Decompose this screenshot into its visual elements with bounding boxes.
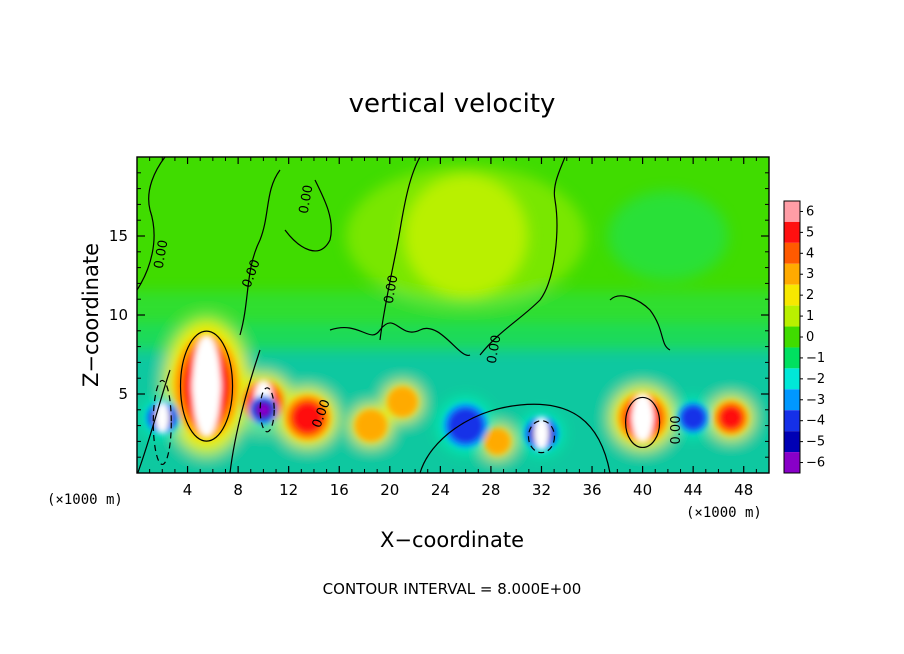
- field-level-1: [403, 174, 528, 298]
- colorbar: 6 5 4 3 2 1 0 −1 −2 −3 −4 −5 −6: [783, 200, 825, 474]
- x-tick-label: 40: [633, 481, 652, 499]
- x-axis-label: X−coordinate: [380, 528, 524, 552]
- colorbar-swatch: [784, 389, 800, 411]
- zero-contour-line: [284, 179, 332, 252]
- heatmap-field: [137, 157, 769, 473]
- x-tick-label: 36: [582, 481, 601, 499]
- colorbar-level-label: −6: [806, 456, 825, 471]
- colorbar-level-label: −1: [806, 351, 825, 366]
- field-level--4: [447, 407, 484, 444]
- colorbar-level-label: 6: [806, 204, 814, 219]
- colorbar-swatch: [784, 347, 800, 369]
- colorbar-level-label: 4: [806, 246, 814, 261]
- x-tick-label: 12: [279, 481, 298, 499]
- colorbar-level-label: 1: [806, 309, 814, 324]
- x-tick-label: 48: [734, 481, 753, 499]
- x-tick-label: 24: [431, 481, 450, 499]
- contour-label: 0.00: [382, 274, 402, 305]
- field-saturated-core: [534, 416, 549, 451]
- contour-label: 0.00: [152, 239, 172, 270]
- zero-contour-line: [137, 369, 611, 473]
- field-level-5: [720, 406, 743, 429]
- field-level-3: [354, 409, 387, 442]
- field-level-3: [484, 428, 511, 455]
- field-level-3: [387, 386, 418, 417]
- colorbar-level-label: −3: [806, 393, 825, 408]
- x-tick-label: 16: [330, 481, 349, 499]
- updraft-core-contour: [624, 396, 661, 449]
- contour-label: 0.00: [669, 416, 684, 445]
- field-saturated-core: [155, 402, 170, 434]
- updraft-core-contour: [179, 330, 234, 442]
- downdraft-core-contour: [527, 420, 556, 454]
- colorbar-level-label: −4: [806, 414, 825, 429]
- colorbar-swatch: [784, 305, 800, 327]
- zero-contour-line: [239, 169, 281, 336]
- y-axis-label: Z−coordinate: [79, 243, 103, 387]
- x-tick-label: 44: [684, 481, 703, 499]
- contour-label: 0.00: [297, 184, 317, 215]
- contour-label: 0.00: [485, 334, 505, 365]
- zero-contour-line: [329, 322, 471, 356]
- colorbar-swatch: [784, 201, 800, 222]
- colorbar-level-label: −5: [806, 435, 825, 450]
- zero-contour-line: [379, 157, 421, 341]
- y-tick-label: 5: [118, 385, 128, 403]
- x-unit-label-right: (×1000 m): [686, 505, 762, 521]
- x-tick-label: 28: [481, 481, 500, 499]
- colorbar-swatch: [784, 326, 800, 348]
- colorbar-swatch: [784, 452, 800, 473]
- colorbar-swatch: [784, 284, 800, 306]
- upper-negative-region: [607, 191, 728, 281]
- chart-title: vertical velocity: [349, 89, 556, 119]
- y-tick-label: 10: [109, 306, 128, 324]
- field-saturated-core: [631, 393, 654, 442]
- field-level-5: [292, 402, 323, 433]
- downdraft-core-contour: [152, 379, 172, 466]
- colorbar-swatch: [784, 431, 800, 453]
- y-tick-label: 15: [109, 227, 128, 245]
- contour-interval-note: CONTOUR INTERVAL = 8.000E+00: [323, 580, 582, 598]
- x-tick-label: 4: [183, 481, 193, 499]
- x-tick-label: 8: [233, 481, 243, 499]
- colorbar-swatch: [784, 368, 800, 390]
- zero-contour-line: [609, 295, 671, 351]
- zero-contour-line: [229, 349, 261, 473]
- colorbar-level-label: 2: [806, 288, 814, 303]
- colorbar-swatch: [784, 242, 800, 264]
- field-level--6: [256, 403, 271, 417]
- x-tick-label: 32: [532, 481, 551, 499]
- zero-contour-line: [479, 157, 566, 356]
- downdraft-core-contour: [259, 387, 275, 433]
- colorbar-swatch: [784, 263, 800, 285]
- field-saturated-core: [192, 335, 221, 437]
- colorbar-level-label: 3: [806, 267, 814, 282]
- colorbar-level-label: 0: [806, 330, 814, 345]
- colorbar-swatch: [784, 221, 800, 243]
- field-level--4: [680, 405, 706, 431]
- x-tick-label: 20: [380, 481, 399, 499]
- colorbar-level-label: 5: [806, 225, 814, 240]
- zero-contour-line: [137, 157, 166, 291]
- x-unit-label-left: (×1000 m): [47, 492, 123, 508]
- colorbar-level-label: −2: [806, 372, 825, 387]
- colorbar-swatch: [784, 410, 800, 432]
